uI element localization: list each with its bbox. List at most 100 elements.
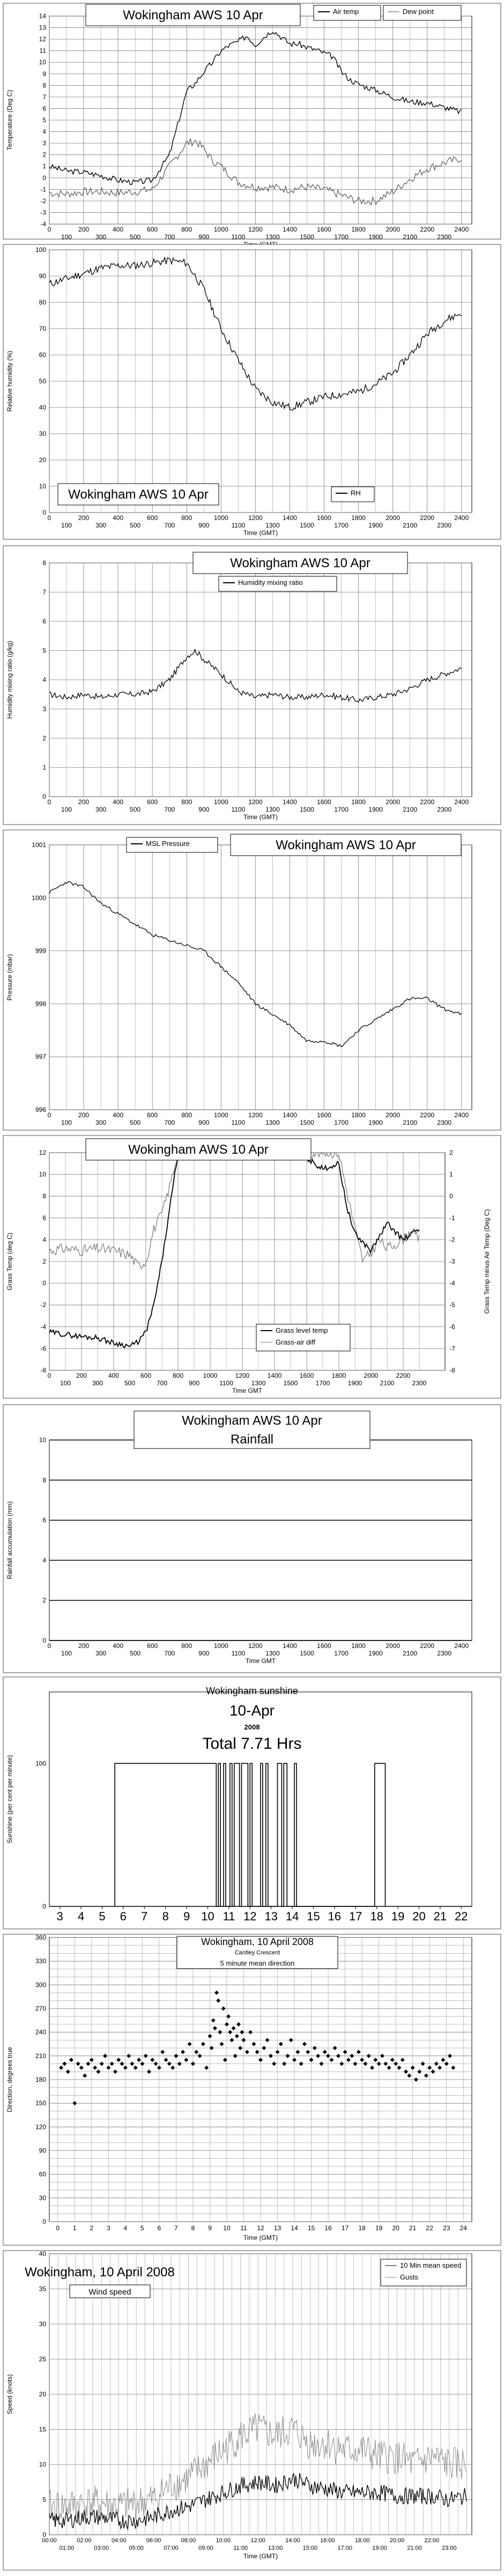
grass-ytick2-label: 1 [449,1171,453,1178]
grass-ytick2-label: -2 [449,1236,455,1243]
rain-xtick-label: 100 [61,1650,72,1657]
direction-point [218,2030,223,2035]
rh-ytick-label: 40 [39,404,47,411]
direction-ytick-label: 150 [35,2099,46,2107]
grass-legend-box [256,1324,351,1352]
sun-xtick-label: 19 [391,1910,404,1923]
pressure-plot-area [49,844,472,1110]
temp-xtick-label: 1000 [214,226,228,233]
dir-xtick-label: 5 [140,2224,144,2232]
direction-point [207,2034,212,2039]
speed-xlabel: Time (GMT) [243,2552,278,2560]
direction-point [285,2053,290,2058]
rh-ytick-label: 70 [39,325,47,332]
mixing-xtick-label: 1300 [265,806,280,813]
temp-xtick-label: 100 [61,233,72,241]
grass-ytick-label: -4 [40,1323,46,1331]
pressure-xtick-label: 100 [61,1119,72,1126]
direction-point [233,2053,238,2058]
speed-series-label: Wind speed [88,2288,131,2297]
mixing-legend-box [218,576,337,592]
pressure-xtick-label: 1400 [283,1111,297,1119]
rh-xtick-label: 1300 [265,522,280,529]
mixing-xtick-label: 2000 [386,798,400,806]
pressure-ylabel: Pressure (mbar) [6,954,13,1001]
rh-xtick-label: 800 [181,514,192,522]
temp-xtick-label: 300 [95,233,106,241]
direction-point [306,2050,310,2054]
chart-sunshine: 0 100 3 4 5 6 7 8 9 10 11 12 13 14 15 16 17 18 19 20 21 22 Wok… [3,1676,501,1929]
pressure-ytick-label: 998 [35,1000,46,1007]
temp-ytick-label: 9 [42,70,46,78]
direction-point [244,2050,249,2054]
grass-xtick-label: 900 [189,1379,199,1387]
direction-point [427,2065,432,2070]
speed-legend-label: Gusts [400,2273,418,2281]
grass-xlabel: Time GMT [232,1387,263,1394]
sun-title: Wokingham sunshine [206,1686,298,1696]
sun-xtick-label: 18 [370,1910,383,1923]
grass-ytick-label: 6 [42,1214,46,1222]
rain-xtick-label: 500 [130,1650,140,1657]
direction-point [424,2073,428,2078]
dir-xtick-label: 12 [257,2224,264,2232]
rain-xtick-label: 1800 [351,1642,366,1650]
direction-point [397,2065,402,2070]
pressure-xtick-label: 700 [164,1119,175,1126]
sun-xtick-label: 22 [455,1910,468,1923]
grass-xtick-label: 2000 [364,1372,379,1379]
mixing-xtick-label: 200 [78,798,89,806]
direction-point [96,2069,101,2074]
rain-title: Wokingham AWS 10 Apr [182,1414,322,1428]
sun-xtick-label: 15 [307,1910,320,1923]
rain-xtick-label: 1200 [248,1642,263,1650]
grass-ytick-label: -2 [40,1301,46,1309]
temp-xtick-label: 700 [164,233,175,241]
grass-ytick-label: 10 [39,1171,47,1178]
rain-xtick-label: 2000 [386,1642,400,1650]
grass-xtick-label: 400 [108,1372,119,1379]
rain-ytick-label: 0 [42,1637,46,1644]
rh-xtick-label: 2100 [403,522,417,529]
sun-xtick-label: 8 [162,1910,169,1923]
speed-xtick-label: 18:00 [355,2537,370,2544]
mixing-ytick-label: 0 [42,793,46,800]
temp-legend-air-box [313,5,381,21]
dir-title: Wokingham, 10 April 2008 [201,1936,314,1947]
dir-title: Cantley Crescent [235,1950,280,1956]
direction-point [241,2038,246,2043]
pressure-xtick-label: 1900 [368,1119,383,1126]
temp-title-box [85,4,301,26]
sun-xtick-label: 5 [99,1910,105,1923]
sun-xtick-label: 17 [349,1910,362,1923]
speed-xtick-label: 07:00 [164,2545,179,2551]
direction-point [109,2061,114,2066]
rh-title: Wokingham AWS 10 Apr [68,487,208,502]
direction-point [219,2042,224,2046]
direction-ytick-label: 0 [42,2218,46,2225]
grass-ytick2-label: -6 [449,1323,455,1331]
direction-point [226,2014,231,2019]
mixing-xtick-label: 1600 [317,798,331,806]
pressure-xtick-label: 500 [130,1119,140,1126]
rh-xtick-label: 1800 [351,514,366,522]
direction-point [441,2058,446,2062]
sunshine-line [114,1763,386,1907]
grass-title: Wokingham AWS 10 Apr [128,1142,268,1157]
mixing-xtick-label: 400 [113,798,123,806]
direction-point [326,2053,331,2058]
direction-point [420,2061,425,2066]
grass-xtick-label: 1300 [251,1379,266,1387]
rh-ytick-label: 0 [42,509,46,516]
rh-xtick-label: 500 [130,522,140,529]
rh-ytick-label: 90 [39,272,47,280]
direction-point [137,2058,142,2062]
temp-xtick-label: 600 [147,226,158,233]
direction-point [83,2073,87,2078]
rh-xtick-label: 1100 [231,522,245,529]
direction-point [251,2042,256,2046]
rain-ytick-label: 10 [39,1436,47,1444]
pressure-ytick-label: 996 [35,1106,46,1113]
